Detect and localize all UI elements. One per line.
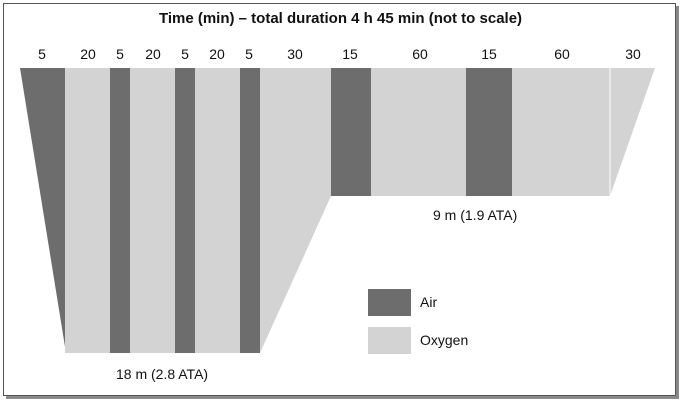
segment-oxygen-5 — [512, 68, 610, 196]
segment-ascent-oxygen — [260, 68, 331, 353]
segment-oxygen-4 — [371, 68, 466, 196]
chart-title: Time (min) – total duration 4 h 45 min (… — [158, 10, 523, 27]
depth-label-deep: 18 m (2.8 ATA) — [116, 366, 209, 382]
segment-descent-air — [20, 68, 66, 353]
duration-label: 15 — [481, 46, 497, 62]
duration-label: 20 — [80, 46, 96, 62]
legend-label-oxygen: Oxygen — [420, 332, 469, 348]
segment-air-break-4 — [331, 68, 371, 196]
duration-label: 5 — [181, 46, 189, 62]
segment-air-break-3 — [240, 68, 260, 353]
duration-label: 5 — [116, 46, 124, 62]
duration-label: 15 — [342, 46, 358, 62]
segment-air-break-2 — [175, 68, 195, 353]
legend-swatch-air — [368, 289, 411, 316]
segment-oxygen-2 — [130, 68, 175, 353]
duration-label: 20 — [145, 46, 161, 62]
duration-label: 30 — [287, 46, 303, 62]
duration-label: 60 — [554, 46, 570, 62]
duration-label: 5 — [245, 46, 253, 62]
duration-label: 60 — [412, 46, 428, 62]
segment-oxygen-3 — [195, 68, 240, 353]
legend-label-air: Air — [420, 294, 438, 310]
segment-air-break-5 — [466, 68, 512, 196]
depth-label-shallow: 9 m (1.9 ATA) — [433, 207, 518, 223]
segment-final-ascent-oxygen — [610, 68, 655, 196]
duration-label: 5 — [38, 46, 46, 62]
segment-air-break-1 — [110, 68, 130, 353]
segment-oxygen-1 — [65, 68, 110, 353]
duration-label: 20 — [209, 46, 225, 62]
duration-label: 30 — [625, 46, 641, 62]
legend-swatch-oxygen — [368, 327, 411, 354]
